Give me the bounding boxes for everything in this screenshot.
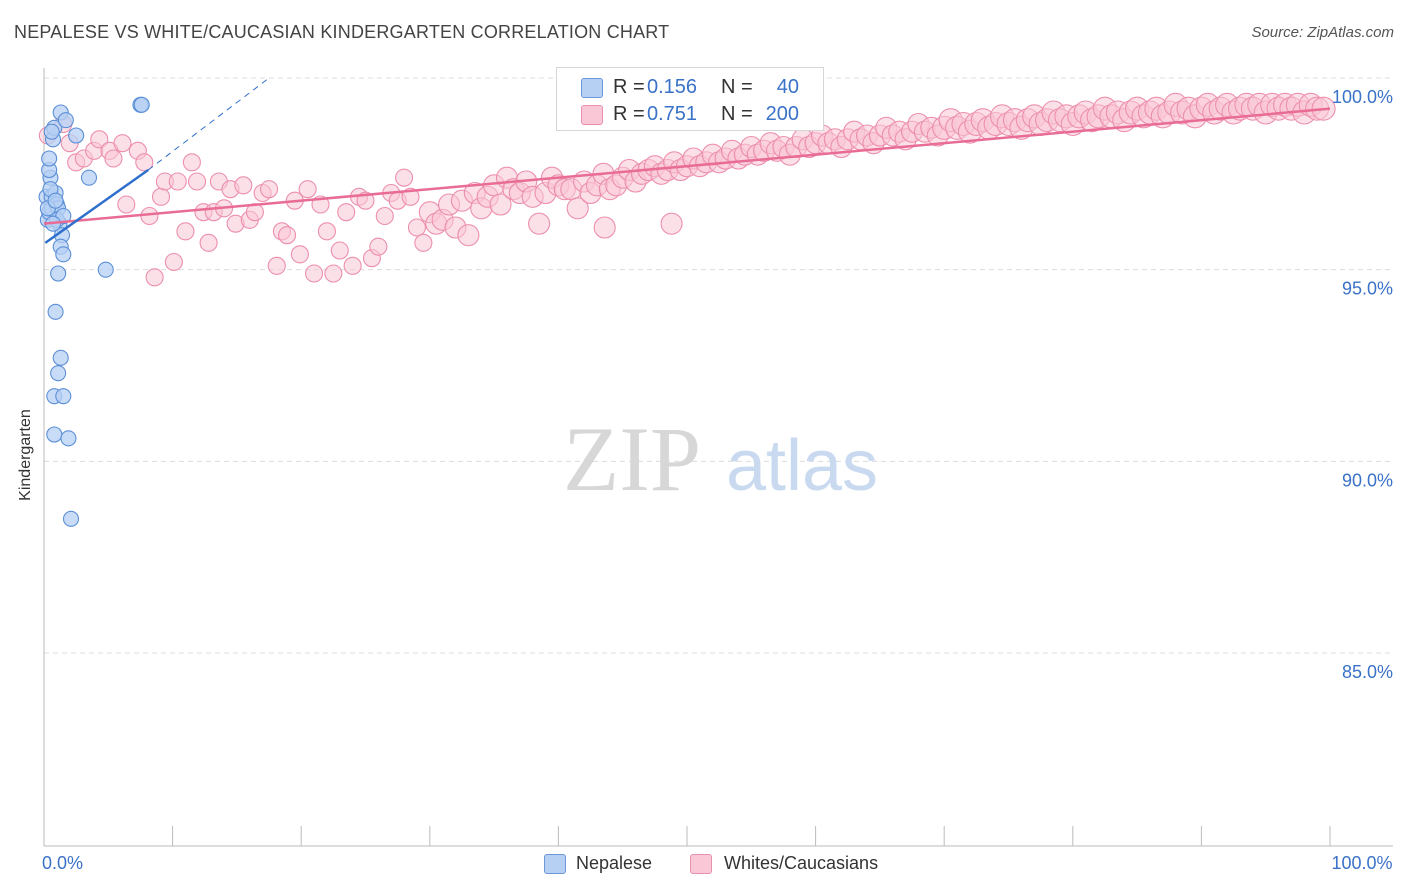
- whites-point: [164, 252, 183, 272]
- whites-point: [90, 130, 109, 149]
- legend-n-value: 40: [776, 76, 799, 98]
- legend-swatch-whites: [581, 105, 603, 125]
- nepalese-point: [68, 127, 85, 144]
- whites-point: [528, 212, 551, 235]
- nepalese-point: [50, 365, 67, 382]
- nepalese-point: [57, 112, 74, 129]
- whites-point: [176, 222, 195, 241]
- x-tick-label: 0.0%: [42, 853, 83, 873]
- whites-point: [375, 206, 394, 226]
- whites-point: [135, 153, 154, 172]
- chart-title: NEPALESE VS WHITE/CAUCASIAN KINDERGARTEN…: [14, 22, 670, 42]
- watermark-atlas: atlas: [726, 426, 878, 506]
- whites-point: [278, 226, 297, 245]
- y-tick-label: 85.0%: [1342, 662, 1393, 682]
- bottom-legend-label-nepalese: Nepalese: [576, 853, 653, 873]
- whites-point: [489, 193, 512, 216]
- whites-point: [660, 212, 683, 235]
- whites-point: [566, 197, 589, 220]
- y-tick-label: 95.0%: [1342, 279, 1393, 299]
- whites-point: [182, 153, 201, 172]
- legend-n-label: N =: [721, 76, 753, 98]
- whites-point: [199, 233, 218, 252]
- nepalese-point: [50, 265, 67, 282]
- legend-r-value: 0.156: [647, 76, 698, 98]
- whites-point: [324, 264, 343, 283]
- whites-point: [330, 241, 349, 260]
- whites-point: [168, 172, 187, 191]
- trendlines: [43, 77, 1331, 244]
- bottom-legend-swatch-nepalese: [544, 854, 566, 874]
- watermark-zip: ZIP: [563, 408, 701, 510]
- nepalese-point: [60, 430, 77, 447]
- legend-row-nepalese: R = 0.156 N = 40: [557, 74, 823, 100]
- nepalese-trendline: [44, 168, 149, 244]
- legend-r-label: R =: [613, 76, 645, 98]
- whites-point: [414, 233, 433, 252]
- whites-point: [187, 172, 207, 191]
- y-tick-label: 100.0%: [1332, 87, 1393, 107]
- nepalese-point: [133, 96, 150, 113]
- nepalese-point: [41, 150, 58, 167]
- nepalese-point: [55, 246, 72, 263]
- whites-point: [151, 187, 171, 206]
- whites-point: [290, 245, 309, 264]
- nepalese-point: [46, 426, 63, 443]
- nepalese-point: [62, 510, 80, 527]
- whites-point: [369, 237, 388, 256]
- whites-point: [407, 218, 426, 237]
- whites-point: [337, 203, 356, 222]
- whites-point: [113, 134, 132, 153]
- nepalese-trendline-extension: [147, 77, 270, 171]
- whites-point: [117, 195, 136, 214]
- bottom-legend-label-whites: Whites/Caucasians: [724, 853, 879, 873]
- legend-r-label: R =: [613, 103, 645, 125]
- nepalese-point: [97, 261, 114, 278]
- nepalese-point: [80, 169, 98, 186]
- legend-n-value: 200: [765, 103, 799, 125]
- legend: R = 0.156 N = 40 R = 0.751 N = 200: [556, 67, 824, 131]
- legend-n-label: N =: [721, 103, 753, 125]
- whites-point: [305, 264, 324, 283]
- whites-point: [343, 256, 362, 275]
- nepalese-point: [47, 192, 64, 209]
- legend-row-whites: R = 0.751 N = 200: [557, 101, 823, 127]
- whites-point: [145, 268, 164, 287]
- series-nepalese: [38, 96, 150, 527]
- nepalese-point: [52, 349, 69, 366]
- whites-point: [395, 168, 414, 187]
- nepalese-point: [55, 388, 72, 405]
- tick-labels: 100.0% 95.0% 90.0% 85.0% 0.0% 100.0%: [42, 87, 1393, 873]
- whites-point: [267, 256, 286, 275]
- nepalese-point: [47, 303, 64, 320]
- source-label: Source: ZipAtlas.com: [1251, 24, 1394, 41]
- whites-trendline: [43, 107, 1331, 225]
- nepalese-point: [43, 123, 60, 140]
- watermark: ZIP atlas: [563, 408, 878, 510]
- whites-point: [298, 180, 317, 199]
- y-axis-label: Kindergarten: [17, 409, 34, 501]
- whites-point: [401, 187, 420, 206]
- whites-point: [317, 222, 336, 241]
- y-tick-label: 90.0%: [1342, 470, 1393, 490]
- whites-point: [259, 180, 279, 199]
- bottom-legend-swatch-whites: [690, 854, 712, 874]
- legend-r-value: 0.751: [647, 103, 698, 125]
- x-tick-label: 100.0%: [1331, 853, 1392, 873]
- legend-swatch-nepalese: [581, 78, 603, 98]
- whites-point: [234, 176, 253, 195]
- whites-point: [457, 224, 480, 247]
- whites-point: [104, 149, 123, 168]
- whites-point: [593, 216, 616, 239]
